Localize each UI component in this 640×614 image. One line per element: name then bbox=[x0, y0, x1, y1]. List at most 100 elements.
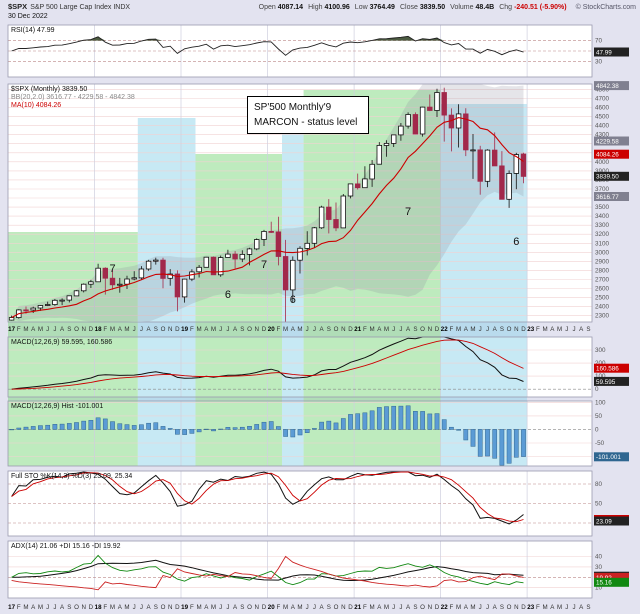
svg-text:3200: 3200 bbox=[595, 231, 610, 238]
svg-text:160.586: 160.586 bbox=[596, 366, 619, 373]
svg-text:M: M bbox=[470, 604, 475, 611]
svg-text:F: F bbox=[277, 604, 281, 611]
svg-text:J: J bbox=[226, 326, 229, 333]
svg-text:0: 0 bbox=[595, 426, 599, 433]
svg-text:M: M bbox=[197, 326, 202, 333]
close-value: 3839.50 bbox=[419, 4, 446, 11]
svg-text:18: 18 bbox=[95, 326, 102, 333]
stochastic-lines bbox=[11, 471, 524, 525]
svg-text:O: O bbox=[74, 604, 79, 611]
macd-hist-legend: MACD(12,26,9) Hist -101.001 bbox=[11, 403, 104, 410]
svg-text:17: 17 bbox=[8, 604, 15, 611]
svg-text:A: A bbox=[464, 326, 469, 333]
svg-text:J: J bbox=[392, 326, 395, 333]
svg-text:A: A bbox=[550, 604, 555, 611]
svg-text:2800: 2800 bbox=[595, 267, 610, 274]
svg-text:3839.50: 3839.50 bbox=[596, 174, 619, 181]
svg-text:2300: 2300 bbox=[595, 313, 610, 320]
svg-text:M: M bbox=[283, 604, 288, 611]
svg-text:J: J bbox=[226, 604, 229, 611]
panel-frames bbox=[7, 24, 593, 599]
svg-text:M: M bbox=[370, 604, 375, 611]
svg-text:A: A bbox=[320, 604, 325, 611]
svg-text:S: S bbox=[586, 326, 590, 333]
svg-text:J: J bbox=[313, 604, 316, 611]
svg-text:20: 20 bbox=[268, 326, 275, 333]
svg-text:4600: 4600 bbox=[595, 105, 610, 112]
copyright: © StockCharts.com bbox=[575, 4, 636, 11]
svg-text:23: 23 bbox=[527, 326, 534, 333]
svg-text:D: D bbox=[348, 326, 353, 333]
svg-text:J: J bbox=[306, 326, 309, 333]
bollinger-legend: BB(20,2.0) 3616.77 - 4229.58 - 4842.38 bbox=[11, 94, 135, 101]
svg-text:N: N bbox=[81, 326, 85, 333]
svg-text:S: S bbox=[240, 326, 244, 333]
macd-histogram bbox=[9, 405, 526, 466]
svg-text:M: M bbox=[110, 326, 115, 333]
svg-text:M: M bbox=[557, 326, 562, 333]
svg-text:M: M bbox=[23, 326, 28, 333]
svg-text:J: J bbox=[399, 326, 402, 333]
svg-text:D: D bbox=[435, 326, 440, 333]
svg-text:F: F bbox=[536, 604, 540, 611]
svg-text:O: O bbox=[507, 604, 512, 611]
svg-text:O: O bbox=[420, 604, 425, 611]
svg-text:O: O bbox=[247, 326, 252, 333]
svg-text:M: M bbox=[370, 326, 375, 333]
annotation-line-1: SP'500 Monthly'9 bbox=[254, 102, 332, 113]
svg-text:O: O bbox=[507, 326, 512, 333]
svg-text:2500: 2500 bbox=[595, 295, 610, 302]
svg-text:50: 50 bbox=[595, 501, 603, 508]
svg-text:22: 22 bbox=[441, 326, 448, 333]
svg-text:A: A bbox=[204, 326, 209, 333]
svg-text:A: A bbox=[233, 604, 238, 611]
svg-text:4229.58: 4229.58 bbox=[596, 138, 619, 145]
svg-text:S: S bbox=[500, 326, 504, 333]
svg-text:D: D bbox=[89, 604, 94, 611]
svg-text:D: D bbox=[175, 604, 180, 611]
symbol: $SPX bbox=[8, 2, 28, 11]
svg-text:M: M bbox=[124, 326, 129, 333]
rsi-legend: RSI(14) 47.99 bbox=[11, 27, 55, 34]
svg-text:4842.38: 4842.38 bbox=[596, 83, 619, 90]
svg-text:S: S bbox=[413, 326, 417, 333]
svg-text:M: M bbox=[470, 326, 475, 333]
svg-text:S: S bbox=[413, 604, 417, 611]
svg-text:O: O bbox=[161, 604, 166, 611]
svg-text:70: 70 bbox=[595, 38, 603, 45]
svg-text:3400: 3400 bbox=[595, 213, 610, 220]
svg-text:4084.26: 4084.26 bbox=[596, 152, 619, 159]
svg-text:6: 6 bbox=[513, 236, 519, 248]
svg-text:J: J bbox=[53, 326, 56, 333]
svg-text:F: F bbox=[17, 326, 21, 333]
svg-text:2700: 2700 bbox=[595, 277, 610, 284]
svg-text:A: A bbox=[118, 326, 123, 333]
svg-text:F: F bbox=[363, 326, 367, 333]
svg-text:23.09: 23.09 bbox=[596, 518, 612, 525]
svg-text:M: M bbox=[384, 326, 389, 333]
svg-text:3700: 3700 bbox=[595, 186, 610, 193]
macd-legend: MACD(12,26,9) 59.595, 160.586 bbox=[11, 339, 113, 346]
svg-text:A: A bbox=[493, 326, 498, 333]
svg-text:A: A bbox=[31, 604, 36, 611]
svg-text:M: M bbox=[23, 604, 28, 611]
svg-text:F: F bbox=[190, 326, 194, 333]
svg-text:M: M bbox=[384, 604, 389, 611]
svg-text:3900: 3900 bbox=[595, 168, 610, 175]
y-axis-labels: 2300240025002600270028002900300031003200… bbox=[595, 38, 610, 592]
svg-text:3500: 3500 bbox=[595, 204, 610, 211]
svg-text:30: 30 bbox=[595, 58, 603, 65]
svg-text:47.99: 47.99 bbox=[596, 49, 612, 56]
svg-text:A: A bbox=[550, 326, 555, 333]
open-value: 4087.14 bbox=[277, 4, 304, 11]
svg-text:O: O bbox=[420, 326, 425, 333]
svg-text:19: 19 bbox=[181, 604, 188, 611]
svg-text:S: S bbox=[327, 326, 331, 333]
ma-legend: MA(10) 4084.26 bbox=[11, 102, 62, 109]
annotation-box: SP'500 Monthly'9 MARCON - status level bbox=[247, 96, 369, 134]
svg-text:J: J bbox=[479, 604, 482, 611]
svg-text:J: J bbox=[486, 604, 489, 611]
value-tags: 4842.38 4229.58 4084.26 3839.50 3616.77 47.99… bbox=[594, 47, 629, 587]
svg-text:4500: 4500 bbox=[595, 114, 610, 121]
open-label: Open bbox=[258, 4, 276, 11]
